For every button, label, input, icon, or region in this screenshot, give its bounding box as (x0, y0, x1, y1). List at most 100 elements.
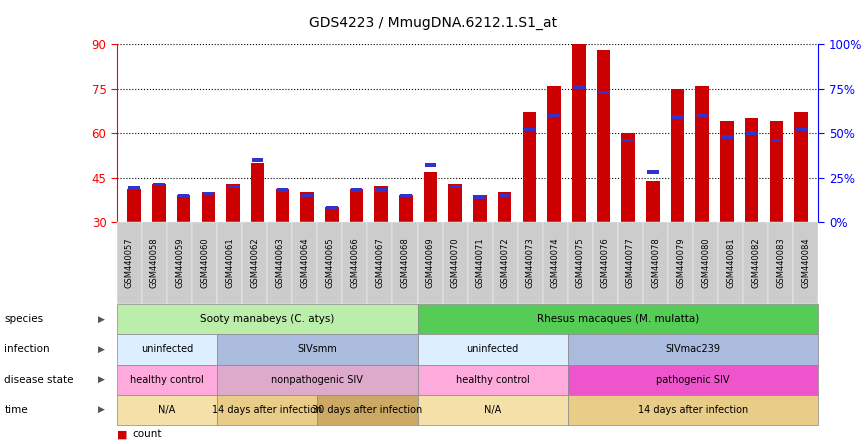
Text: GSM440070: GSM440070 (450, 238, 460, 289)
Bar (524, 128, 535, 131)
Text: 14 days after infection: 14 days after infection (638, 405, 748, 415)
Text: GSM440081: GSM440081 (727, 238, 735, 289)
Bar (128, 186, 140, 190)
Bar (746, 131, 758, 135)
Bar (276, 188, 288, 192)
Bar (647, 170, 659, 174)
Text: GSM440061: GSM440061 (225, 238, 234, 289)
Bar (696, 114, 708, 117)
Bar (127, 190, 141, 222)
Bar (423, 172, 437, 222)
Text: GSM440063: GSM440063 (275, 238, 284, 289)
Text: GSM440060: GSM440060 (200, 238, 209, 289)
Bar (202, 192, 215, 222)
Bar (672, 115, 683, 119)
Text: GSM440079: GSM440079 (676, 238, 685, 289)
Bar (795, 128, 807, 131)
Text: GSM440069: GSM440069 (425, 238, 435, 289)
Bar (522, 112, 536, 222)
Text: infection: infection (4, 345, 50, 354)
Text: GSM440067: GSM440067 (376, 238, 385, 289)
Text: count: count (132, 429, 162, 440)
Bar (572, 36, 585, 222)
Text: GSM440068: GSM440068 (400, 238, 410, 289)
Text: GSM440062: GSM440062 (250, 238, 259, 289)
Bar (400, 194, 411, 197)
Bar (449, 185, 461, 188)
Bar (399, 195, 413, 222)
Bar (351, 188, 362, 192)
Text: GSM440082: GSM440082 (751, 238, 760, 289)
Text: GSM440083: GSM440083 (776, 238, 785, 289)
Bar (376, 188, 387, 192)
Text: ▶: ▶ (98, 315, 105, 324)
Text: Sooty manabeys (C. atys): Sooty manabeys (C. atys) (200, 314, 334, 324)
Text: GSM440078: GSM440078 (651, 238, 660, 289)
Bar (203, 192, 214, 195)
Bar (622, 133, 635, 222)
Text: disease state: disease state (4, 375, 74, 385)
Text: healthy control: healthy control (130, 375, 204, 385)
Text: GSM440075: GSM440075 (576, 238, 585, 289)
Text: 30 days after infection: 30 days after infection (313, 405, 423, 415)
Bar (153, 183, 165, 186)
Bar (770, 121, 783, 222)
Text: Rhesus macaques (M. mulatta): Rhesus macaques (M. mulatta) (537, 314, 699, 324)
Bar (499, 194, 510, 197)
Bar (623, 139, 634, 142)
Bar (573, 85, 585, 89)
Bar (695, 86, 709, 222)
Text: GSM440071: GSM440071 (475, 238, 485, 289)
Bar (226, 183, 240, 222)
Text: ▶: ▶ (98, 345, 105, 354)
Text: GSM440065: GSM440065 (326, 238, 334, 289)
Text: ▶: ▶ (98, 375, 105, 384)
Text: SIVsmm: SIVsmm (297, 345, 337, 354)
Text: GSM440072: GSM440072 (501, 238, 510, 289)
Text: GSM440057: GSM440057 (125, 238, 134, 289)
Text: uninfected: uninfected (467, 345, 519, 354)
Text: 14 days after infection: 14 days after infection (212, 405, 322, 415)
Bar (275, 190, 289, 222)
Text: pathogenic SIV: pathogenic SIV (656, 375, 730, 385)
Bar (252, 158, 263, 162)
Bar (425, 163, 436, 167)
Bar (597, 50, 611, 222)
Bar (177, 195, 191, 222)
Bar (646, 181, 660, 222)
Bar (350, 190, 363, 222)
Bar (301, 194, 313, 197)
Bar (301, 192, 313, 222)
Bar (473, 195, 487, 222)
Bar (547, 86, 561, 222)
Text: GSM440074: GSM440074 (551, 238, 559, 289)
Text: time: time (4, 405, 28, 415)
Text: GSM440064: GSM440064 (301, 238, 309, 289)
Text: GSM440077: GSM440077 (626, 238, 635, 289)
Bar (745, 119, 759, 222)
Bar (548, 114, 559, 117)
Bar (498, 192, 512, 222)
Bar (771, 139, 782, 142)
Text: SIVmac239: SIVmac239 (666, 345, 721, 354)
Text: GDS4223 / MmugDNA.6212.1.S1_at: GDS4223 / MmugDNA.6212.1.S1_at (309, 16, 557, 30)
Bar (598, 91, 610, 94)
Bar (475, 195, 486, 199)
Bar (227, 185, 239, 188)
Text: ▶: ▶ (98, 405, 105, 414)
Text: ■: ■ (117, 429, 127, 440)
Text: GSM440058: GSM440058 (150, 238, 159, 289)
Text: N/A: N/A (158, 405, 176, 415)
Bar (721, 121, 734, 222)
Text: GSM440080: GSM440080 (701, 238, 710, 289)
Bar (178, 194, 190, 197)
Bar (325, 207, 339, 222)
Text: species: species (4, 314, 43, 324)
Bar (374, 186, 388, 222)
Text: healthy control: healthy control (456, 375, 530, 385)
Text: GSM440059: GSM440059 (175, 238, 184, 288)
Text: GSM440073: GSM440073 (526, 238, 535, 289)
Text: GSM440066: GSM440066 (351, 238, 359, 289)
Bar (152, 183, 165, 222)
Text: nonpathogenic SIV: nonpathogenic SIV (271, 375, 363, 385)
